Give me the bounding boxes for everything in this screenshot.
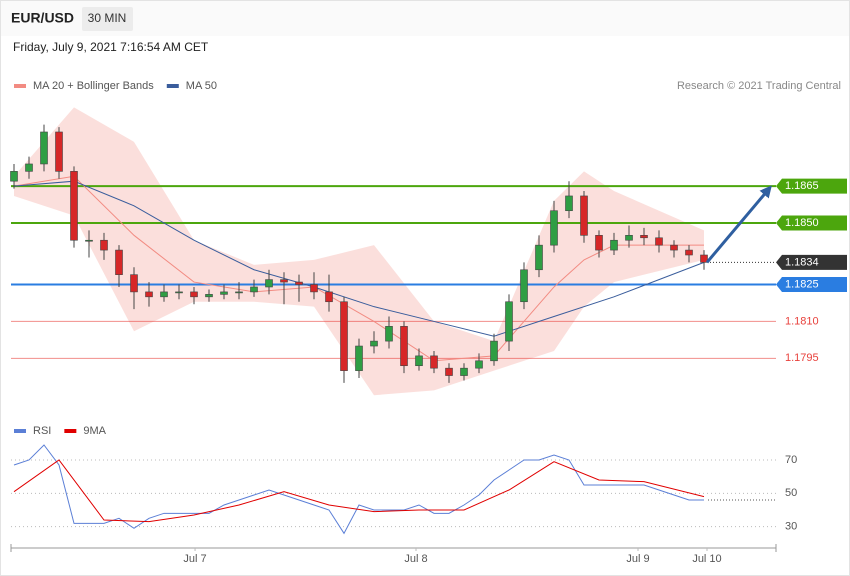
candle-body	[550, 210, 558, 246]
candle-body	[265, 279, 273, 288]
candle-body	[385, 326, 393, 342]
level-label: 1.1795	[785, 352, 819, 364]
candle-body	[220, 291, 228, 295]
legend-swatch	[166, 84, 179, 88]
candle-body	[565, 195, 573, 212]
y-tick-label: 50	[785, 487, 797, 499]
projection-arrow	[705, 185, 772, 264]
timeframe[interactable]: 30 MIN	[88, 11, 127, 25]
candle-body	[340, 301, 348, 371]
candle-body	[250, 286, 258, 293]
candle-body	[355, 345, 363, 371]
candle-body	[295, 281, 303, 285]
level-label: 1.1865	[785, 180, 819, 192]
candle-body	[460, 367, 468, 376]
candle-body	[580, 195, 588, 236]
candle-body	[70, 171, 78, 241]
symbol: EUR/USD	[11, 10, 74, 26]
candle-body	[25, 163, 33, 172]
x-tick-label: Jul 7	[183, 553, 206, 565]
credit: Research © 2021 Trading Central	[677, 80, 841, 92]
candle-body	[430, 355, 438, 369]
level-label: 1.1825	[785, 278, 819, 290]
candle-body	[445, 367, 453, 376]
rsi-line	[13, 444, 704, 535]
level-tag	[776, 215, 847, 231]
candle-body	[310, 284, 318, 293]
candle-body	[55, 131, 63, 172]
x-tick-label: Jul 8	[404, 553, 427, 565]
candle-body	[205, 294, 213, 298]
rsi-line	[13, 459, 705, 523]
timeframe-badge[interactable]	[82, 7, 133, 31]
candle-body	[85, 239, 93, 242]
level-label: 1.1834	[785, 256, 819, 268]
x-tick-label: Jul 9	[626, 553, 649, 565]
candle-body	[325, 291, 333, 303]
ma-line	[13, 175, 704, 362]
price-panel: MA 20 + Bollinger Bands MA 50 1.1865 1.1850…	[10, 80, 847, 565]
candle-body	[490, 340, 498, 362]
legend-swatch	[14, 84, 26, 88]
candle-body	[520, 269, 528, 303]
y-tick-label: 30	[785, 521, 797, 533]
level-tag	[776, 277, 847, 293]
candle-body	[415, 355, 423, 367]
candle-body	[700, 254, 708, 263]
candle-body	[130, 274, 138, 293]
candle-body	[625, 235, 633, 241]
candle-body	[10, 171, 18, 182]
candle-body	[160, 291, 168, 298]
rsi-panel: RSI 9MA 30 50 70	[11, 425, 797, 535]
candle-body	[370, 340, 378, 347]
ma-line	[13, 180, 705, 337]
legend-label: MA 50	[186, 80, 217, 92]
x-tick-label: Jul 10	[692, 553, 721, 565]
level-label: 1.1810	[785, 315, 819, 327]
candle-body	[535, 244, 543, 271]
candle-body	[175, 291, 183, 294]
header-band	[1, 1, 849, 36]
candle-body	[610, 239, 618, 251]
candle-body	[145, 291, 153, 298]
candle-body	[400, 326, 408, 367]
legend-swatch	[64, 429, 77, 433]
candle-body	[100, 239, 108, 251]
candle-body	[505, 301, 513, 342]
candle-body	[670, 244, 678, 251]
candle-body	[235, 291, 243, 294]
candle-body	[655, 237, 663, 246]
legend-label: RSI	[33, 425, 51, 437]
legend-label: 9MA	[83, 425, 106, 437]
candle-body	[115, 249, 123, 275]
candle-body	[475, 360, 483, 369]
level-tag	[776, 254, 847, 270]
bollinger-band	[14, 107, 704, 396]
date: Friday, July 9, 2021 7:16:54 AM CET	[13, 40, 209, 54]
legend-label: MA 20 + Bollinger Bands	[33, 80, 154, 92]
level-tag	[776, 178, 847, 194]
legend-swatch	[14, 429, 26, 433]
candle-body	[280, 279, 288, 283]
candle-body	[595, 235, 603, 251]
candle-body	[640, 235, 648, 239]
candle-body	[190, 291, 198, 298]
level-label: 1.1850	[785, 217, 819, 229]
candle-body	[685, 249, 693, 256]
candle-body	[40, 131, 48, 165]
y-tick-label: 70	[785, 454, 797, 466]
